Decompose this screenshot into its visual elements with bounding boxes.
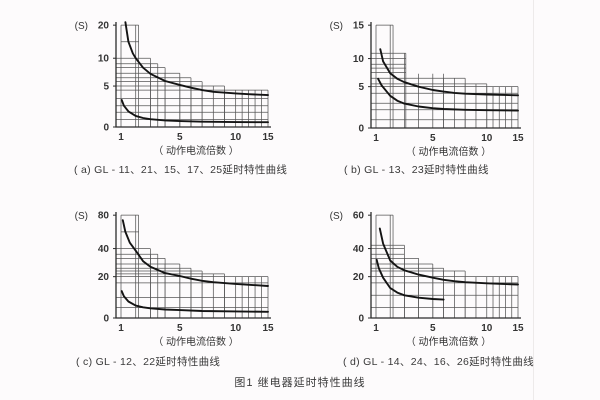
chart-b-caption: ( b) GL - 13、23延时特性曲线 bbox=[344, 164, 489, 176]
svg-text:20: 20 bbox=[98, 21, 110, 32]
svg-text:60: 60 bbox=[353, 211, 365, 222]
lower-limit-curve bbox=[120, 99, 269, 124]
figure-title: 图1 继电器延时特性曲线 bbox=[234, 377, 366, 389]
lower-limit-curve bbox=[120, 290, 269, 313]
svg-text:0: 0 bbox=[103, 314, 109, 325]
svg-text:1: 1 bbox=[118, 323, 124, 334]
svg-text:10: 10 bbox=[230, 132, 242, 143]
svg-text:1: 1 bbox=[118, 132, 124, 143]
chart-c-caption: ( c) GL - 12、22延时特性曲线 bbox=[76, 356, 221, 368]
svg-text:(S): (S) bbox=[75, 211, 88, 222]
upper-limit-curve bbox=[124, 21, 269, 97]
svg-text:（ 动作电流倍数 ）: （ 动作电流倍数 ） bbox=[153, 144, 239, 157]
svg-text:80: 80 bbox=[98, 211, 110, 222]
chart-d-caption: ( d) GL - 14、24、16、26延时特性曲线 bbox=[343, 356, 534, 368]
upper-limit-curve bbox=[378, 227, 519, 286]
svg-text:（ 动作电流倍数 ）: （ 动作电流倍数 ） bbox=[406, 145, 492, 158]
svg-text:5: 5 bbox=[430, 133, 436, 144]
svg-text:20: 20 bbox=[353, 272, 365, 283]
svg-text:（ 动作电流倍数 ）: （ 动作电流倍数 ） bbox=[406, 335, 492, 348]
svg-text:(S): (S) bbox=[330, 21, 343, 32]
svg-text:15: 15 bbox=[262, 323, 274, 334]
svg-text:20: 20 bbox=[98, 272, 110, 283]
svg-text:15: 15 bbox=[262, 132, 274, 143]
lower-limit-curve bbox=[375, 258, 445, 301]
page-edge-rule bbox=[533, 0, 534, 400]
svg-text:15: 15 bbox=[512, 323, 524, 334]
svg-text:40: 40 bbox=[98, 244, 110, 255]
svg-text:（ 动作电流倍数 ）: （ 动作电流倍数 ） bbox=[153, 335, 239, 348]
lower-limit-curve bbox=[377, 77, 519, 112]
svg-text:10: 10 bbox=[98, 54, 110, 65]
upper-limit-curve bbox=[379, 48, 519, 97]
svg-text:5: 5 bbox=[177, 323, 183, 334]
svg-text:0: 0 bbox=[358, 124, 364, 135]
svg-text:0: 0 bbox=[358, 314, 364, 325]
svg-text:10: 10 bbox=[481, 133, 493, 144]
svg-text:5: 5 bbox=[358, 82, 364, 93]
svg-text:10: 10 bbox=[353, 54, 365, 65]
svg-text:10: 10 bbox=[481, 323, 493, 334]
svg-text:1: 1 bbox=[373, 133, 379, 144]
svg-text:(S): (S) bbox=[330, 211, 343, 222]
svg-text:0: 0 bbox=[103, 123, 109, 134]
svg-text:10: 10 bbox=[230, 323, 242, 334]
svg-text:5: 5 bbox=[103, 82, 109, 93]
svg-text:(S): (S) bbox=[75, 21, 88, 32]
svg-text:1: 1 bbox=[373, 323, 379, 334]
svg-text:15: 15 bbox=[512, 133, 524, 144]
svg-text:40: 40 bbox=[353, 244, 365, 255]
chart-a-caption: ( a) GL - 11、21、15、17、25延时特性曲线 bbox=[74, 164, 288, 176]
svg-text:5: 5 bbox=[177, 132, 183, 143]
upper-limit-curve bbox=[121, 219, 269, 287]
svg-text:5: 5 bbox=[430, 323, 436, 334]
svg-text:15: 15 bbox=[353, 21, 365, 32]
